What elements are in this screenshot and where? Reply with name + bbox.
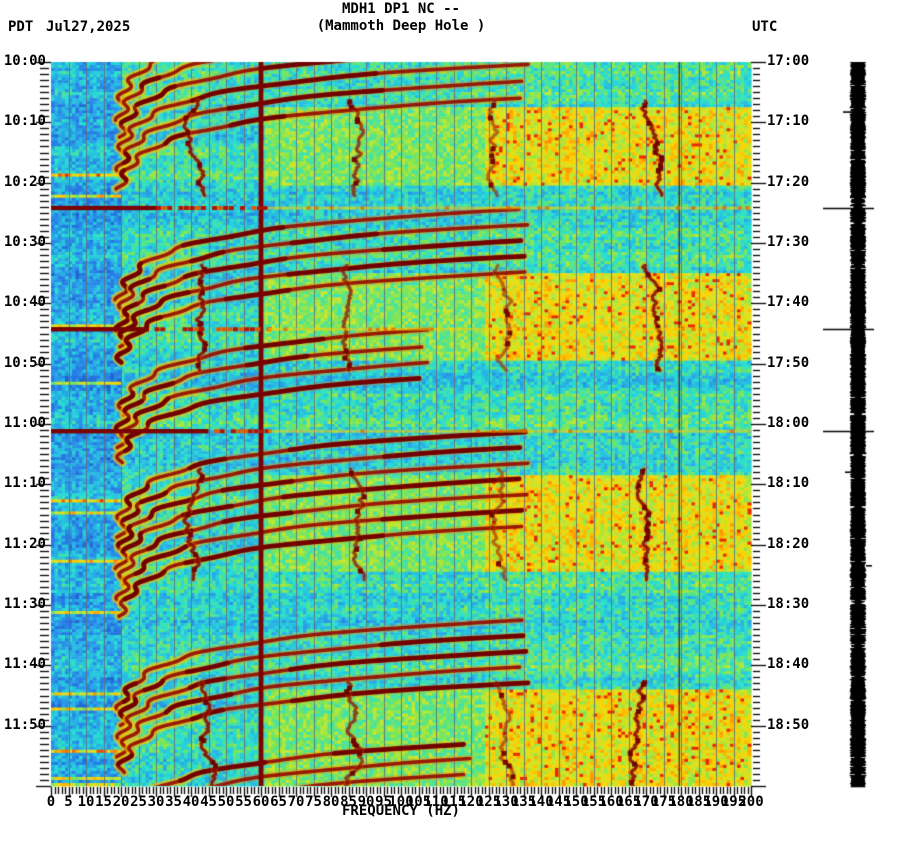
x-tick-label: 105 xyxy=(405,794,432,810)
x-tick-label: 0 xyxy=(46,794,56,810)
y-left-tick-label: 10:10 xyxy=(3,113,46,130)
y-left-tick-label: 10:00 xyxy=(3,53,46,69)
x-tick-label: 100 xyxy=(388,794,414,810)
y-left-tick-label: 10:40 xyxy=(3,294,46,311)
y-left-tick-label: 11:10 xyxy=(3,475,46,492)
y-right-tick-label: 18:20 xyxy=(767,535,810,552)
x-tick-label: 195 xyxy=(720,794,747,810)
timezone-right-label: UTC xyxy=(752,19,778,35)
y-left-tick-label: 11:00 xyxy=(3,415,46,431)
x-tick-label: 115 xyxy=(440,794,467,810)
x-tick-label: 150 xyxy=(563,794,589,810)
x-tick-label: 90 xyxy=(357,794,375,810)
x-tick-label: 160 xyxy=(598,794,624,810)
y-left-tick-label: 11:20 xyxy=(3,535,46,552)
x-tick-label: 70 xyxy=(287,794,305,810)
x-tick-label: 165 xyxy=(615,794,642,810)
x-tick-label: 20 xyxy=(112,794,130,810)
x-tick-label: 45 xyxy=(200,794,217,810)
plot-subtitle: (Mammoth Deep Hole ) xyxy=(316,18,486,34)
x-tick-label: 140 xyxy=(528,794,554,810)
x-tick-label: 155 xyxy=(580,794,607,810)
y-left-tick-label: 11:40 xyxy=(3,656,46,673)
x-tick-label: 95 xyxy=(375,794,392,810)
x-tick-label: 180 xyxy=(668,794,694,810)
y-left-tick-label: 11:30 xyxy=(3,596,46,612)
x-tick-label: 85 xyxy=(340,794,357,810)
x-tick-label: 30 xyxy=(147,794,165,810)
x-tick-label: 60 xyxy=(252,794,270,810)
y-right-tick-label: 18:10 xyxy=(767,475,810,492)
plot-title: MDH1 DP1 NC -- xyxy=(341,1,460,17)
x-tick-label: 10 xyxy=(77,794,95,810)
y-right-tick-label: 18:00 xyxy=(767,415,810,431)
x-tick-label: 170 xyxy=(633,794,659,810)
y-left-tick-label: 10:20 xyxy=(3,173,46,190)
x-tick-label: 80 xyxy=(322,794,340,810)
y-right-tick-label: 18:40 xyxy=(767,656,810,673)
x-tick-label: 145 xyxy=(545,794,572,810)
x-tick-label: 110 xyxy=(423,794,449,810)
x-tick-label: 190 xyxy=(703,794,729,810)
timezone-left-label: PDT xyxy=(8,19,34,35)
x-tick-label: 50 xyxy=(217,794,235,810)
x-tick-label: 200 xyxy=(738,794,764,810)
x-tick-label: 65 xyxy=(270,794,287,810)
date-label: Jul27,2025 xyxy=(46,19,131,35)
x-tick-label: 40 xyxy=(182,794,200,810)
x-tick-label: 5 xyxy=(64,794,73,810)
y-right-tick-label: 17:00 xyxy=(767,53,810,69)
x-tick-label: 75 xyxy=(305,794,322,810)
x-tick-label: 15 xyxy=(95,794,112,810)
x-tick-label: 175 xyxy=(650,794,677,810)
y-right-tick-label: 18:30 xyxy=(767,596,810,612)
x-tick-label: 135 xyxy=(510,794,537,810)
y-left-tick-label: 10:30 xyxy=(3,234,46,250)
y-right-tick-label: 17:40 xyxy=(767,294,810,311)
x-tick-label: 125 xyxy=(475,794,502,810)
x-tick-label: 55 xyxy=(235,794,252,810)
y-right-tick-label: 18:50 xyxy=(767,716,810,733)
x-axis-title: FREQUENCY (HZ) xyxy=(341,803,460,819)
y-right-tick-label: 17:30 xyxy=(767,234,810,250)
y-right-tick-label: 17:50 xyxy=(767,354,810,371)
y-left-tick-label: 10:50 xyxy=(3,354,46,371)
x-tick-label: 35 xyxy=(165,794,182,810)
y-right-tick-label: 17:10 xyxy=(767,113,810,130)
y-left-tick-label: 11:50 xyxy=(3,716,46,733)
x-tick-label: 130 xyxy=(493,794,519,810)
y-right-tick-label: 17:20 xyxy=(767,173,810,190)
x-tick-label: 25 xyxy=(130,794,147,810)
x-tick-label: 120 xyxy=(458,794,484,810)
x-tick-label: 185 xyxy=(685,794,712,810)
